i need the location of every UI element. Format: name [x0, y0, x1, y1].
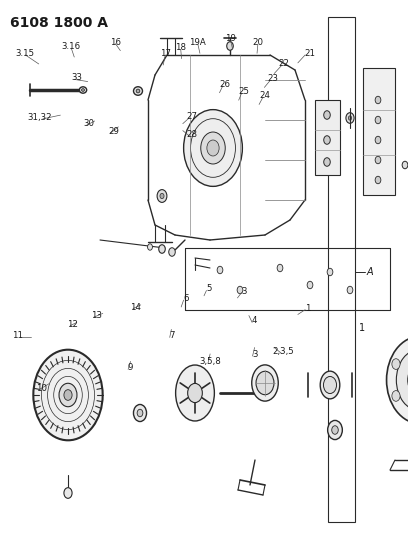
- Text: 3.15: 3.15: [16, 49, 35, 58]
- Circle shape: [59, 383, 77, 407]
- Text: 14: 14: [130, 303, 141, 311]
- Text: 21: 21: [305, 49, 315, 58]
- Circle shape: [346, 112, 354, 123]
- Circle shape: [207, 140, 219, 156]
- Circle shape: [277, 264, 283, 272]
- Ellipse shape: [82, 88, 84, 91]
- Circle shape: [133, 405, 146, 422]
- Circle shape: [324, 376, 337, 393]
- Text: 28: 28: [186, 130, 197, 139]
- Text: 3,5,8: 3,5,8: [200, 357, 222, 366]
- Bar: [363, 68, 395, 195]
- Text: 2,3,5: 2,3,5: [272, 348, 294, 356]
- Circle shape: [375, 136, 381, 144]
- Circle shape: [237, 286, 243, 294]
- Circle shape: [169, 248, 175, 256]
- Circle shape: [375, 116, 381, 124]
- Text: 9: 9: [128, 364, 133, 372]
- Circle shape: [375, 96, 381, 104]
- Circle shape: [33, 350, 103, 440]
- Circle shape: [256, 372, 274, 395]
- Text: 18: 18: [175, 44, 186, 52]
- Ellipse shape: [175, 365, 214, 421]
- Circle shape: [137, 409, 143, 417]
- Ellipse shape: [252, 365, 278, 401]
- Text: 20: 20: [253, 38, 263, 47]
- Circle shape: [201, 132, 225, 164]
- Text: 29: 29: [108, 127, 119, 135]
- Bar: [315, 100, 340, 175]
- Circle shape: [217, 266, 223, 274]
- Circle shape: [347, 286, 353, 294]
- Text: 24: 24: [260, 92, 271, 100]
- Text: 6108 1800 A: 6108 1800 A: [10, 16, 108, 30]
- Text: 17: 17: [160, 49, 171, 58]
- Circle shape: [375, 176, 381, 184]
- Text: 7: 7: [169, 332, 175, 340]
- Circle shape: [332, 426, 338, 434]
- Text: 16: 16: [110, 38, 121, 46]
- Circle shape: [328, 421, 342, 440]
- Circle shape: [327, 268, 333, 276]
- Text: 33: 33: [71, 74, 82, 82]
- Circle shape: [148, 244, 153, 250]
- Circle shape: [324, 111, 330, 119]
- Text: 30: 30: [84, 119, 94, 128]
- Text: 23: 23: [267, 75, 278, 83]
- Text: 19A: 19A: [189, 38, 206, 47]
- Text: 1: 1: [305, 304, 311, 312]
- Circle shape: [396, 349, 408, 411]
- Text: 26: 26: [220, 80, 231, 88]
- Text: 6: 6: [183, 294, 189, 303]
- Circle shape: [392, 359, 400, 369]
- Text: 19: 19: [225, 34, 236, 43]
- Circle shape: [160, 193, 164, 199]
- Text: 25: 25: [239, 87, 249, 96]
- Circle shape: [159, 245, 165, 253]
- Text: 3: 3: [252, 350, 258, 359]
- Circle shape: [348, 116, 352, 120]
- Text: 3: 3: [241, 287, 247, 295]
- Circle shape: [184, 110, 242, 187]
- Ellipse shape: [79, 87, 86, 93]
- Circle shape: [227, 42, 233, 50]
- Circle shape: [307, 281, 313, 289]
- Circle shape: [64, 488, 72, 498]
- Circle shape: [188, 383, 202, 402]
- Circle shape: [402, 161, 408, 169]
- Circle shape: [64, 390, 72, 400]
- Ellipse shape: [133, 87, 142, 95]
- Text: 31,32: 31,32: [28, 113, 52, 122]
- Text: 22: 22: [279, 60, 289, 68]
- Text: 12: 12: [67, 320, 78, 328]
- Text: A: A: [366, 267, 373, 277]
- Text: 11: 11: [12, 332, 22, 340]
- Circle shape: [392, 391, 400, 401]
- Circle shape: [386, 336, 408, 424]
- Text: 27: 27: [186, 112, 197, 120]
- Text: 1: 1: [359, 323, 365, 333]
- Text: 4: 4: [252, 317, 257, 325]
- Circle shape: [324, 136, 330, 144]
- Text: 5: 5: [206, 285, 212, 293]
- Text: 10: 10: [36, 384, 47, 392]
- Bar: [328, 17, 355, 522]
- Circle shape: [157, 190, 167, 203]
- Circle shape: [375, 156, 381, 164]
- Circle shape: [324, 158, 330, 166]
- Text: 13: 13: [91, 311, 102, 320]
- Text: 3.16: 3.16: [62, 43, 81, 51]
- Ellipse shape: [136, 89, 140, 93]
- Ellipse shape: [320, 371, 340, 399]
